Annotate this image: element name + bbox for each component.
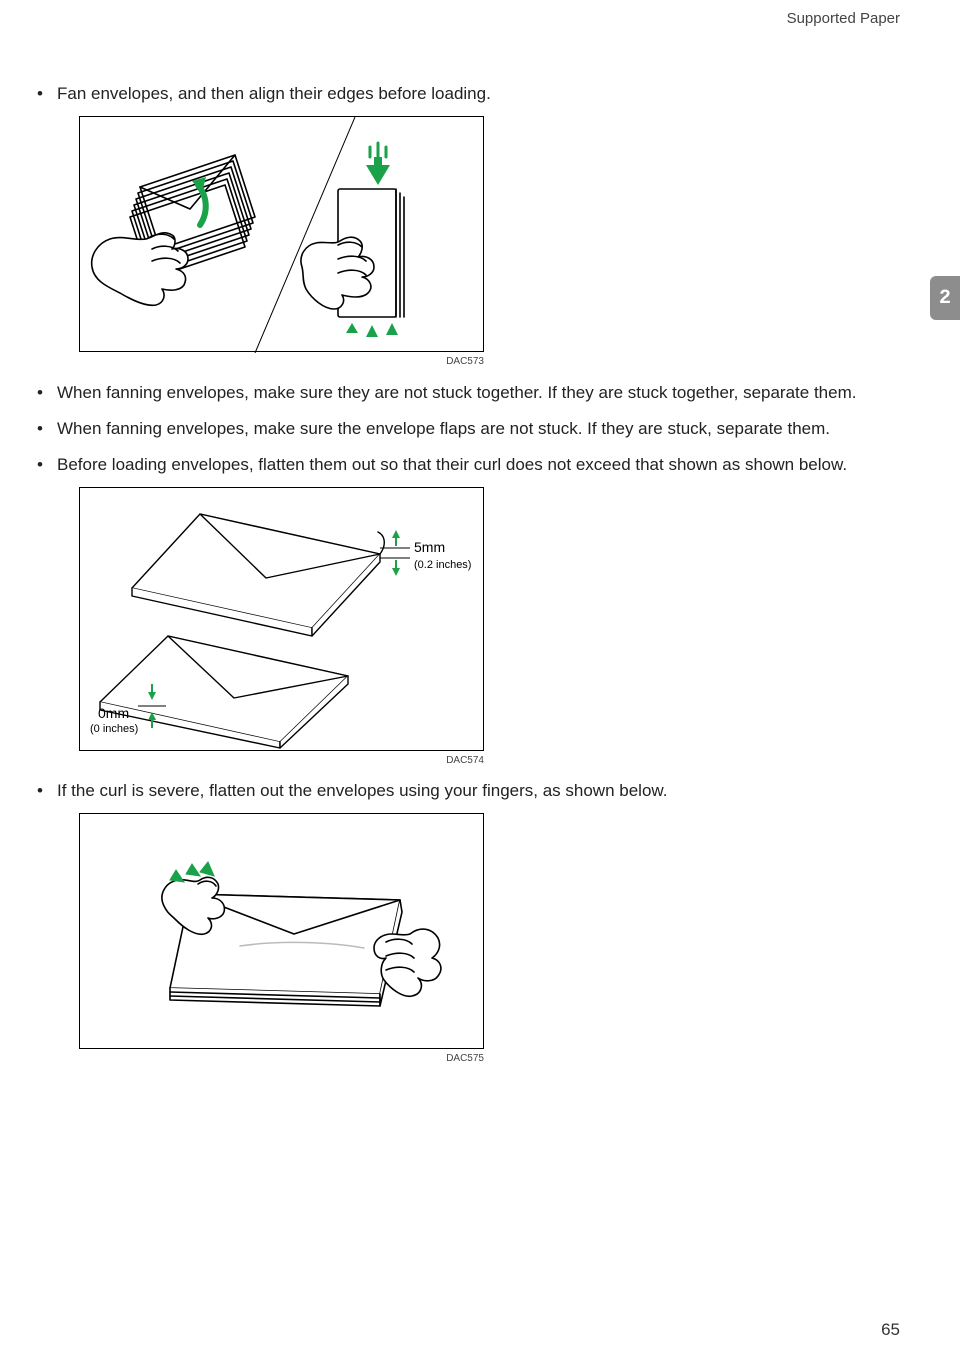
bullet-item: When fanning envelopes, make sure the en… xyxy=(35,415,905,443)
bullet-text: Before loading envelopes, flatten them o… xyxy=(57,455,847,474)
bullet-item: Fan envelopes, and then align their edge… xyxy=(35,80,905,371)
page-number: 65 xyxy=(881,1320,900,1340)
bullet-list: Fan envelopes, and then align their edge… xyxy=(35,80,905,1068)
bullet-text: When fanning envelopes, make sure the en… xyxy=(57,419,830,438)
dim-0mm-value: 0mm xyxy=(98,705,129,721)
figure-2: 5mm (0.2 inches) 0mm xyxy=(79,487,905,770)
figure-3-svg xyxy=(80,814,485,1050)
page: Supported Paper 2 Fan envelopes, and the… xyxy=(0,0,960,1360)
figure-2-caption: DAC574 xyxy=(79,753,484,770)
chapter-tab-label: 2 xyxy=(939,287,951,310)
figure-2-svg: 5mm (0.2 inches) 0mm xyxy=(80,488,485,752)
figure-1-svg xyxy=(80,117,485,353)
bullet-item: If the curl is severe, flatten out the e… xyxy=(35,777,905,1068)
figure-3-frame xyxy=(79,813,484,1049)
page-header-title: Supported Paper xyxy=(787,10,900,27)
chapter-tab: 2 xyxy=(930,276,960,320)
figure-1-frame xyxy=(79,116,484,352)
bullet-item: When fanning envelopes, make sure they a… xyxy=(35,379,905,407)
bullet-text: When fanning envelopes, make sure they a… xyxy=(57,383,856,402)
dim-5mm-sub: (0.2 inches) xyxy=(414,559,471,571)
figure-1: DAC573 xyxy=(79,116,905,371)
bullet-text: Fan envelopes, and then align their edge… xyxy=(57,84,491,103)
figure-3: DAC575 xyxy=(79,813,905,1068)
content-area: Fan envelopes, and then align their edge… xyxy=(35,80,905,1076)
dim-5mm-value: 5mm xyxy=(414,539,445,555)
figure-1-caption: DAC573 xyxy=(79,354,484,371)
bullet-text: If the curl is severe, flatten out the e… xyxy=(57,781,667,800)
figure-3-caption: DAC575 xyxy=(79,1051,484,1068)
bullet-item: Before loading envelopes, flatten them o… xyxy=(35,451,905,770)
figure-2-frame: 5mm (0.2 inches) 0mm xyxy=(79,487,484,751)
dim-0mm-sub: (0 inches) xyxy=(90,723,138,735)
